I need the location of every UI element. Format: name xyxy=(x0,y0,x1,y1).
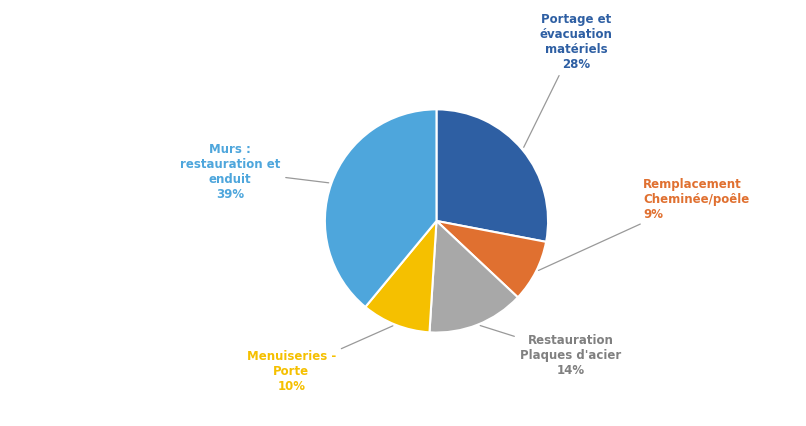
Text: Portage et
évacuation
matériels
28%: Portage et évacuation matériels 28% xyxy=(524,13,613,148)
Wedge shape xyxy=(437,222,546,298)
Text: Restauration
Plaques d'acier
14%: Restauration Plaques d'acier 14% xyxy=(480,326,621,376)
Wedge shape xyxy=(325,110,437,307)
Text: Remplacement
Cheminée/poêle
9%: Remplacement Cheminée/poêle 9% xyxy=(538,178,750,271)
Wedge shape xyxy=(437,110,548,242)
Wedge shape xyxy=(430,222,517,333)
Text: Menuiseries -
Porte
10%: Menuiseries - Porte 10% xyxy=(247,326,393,392)
Wedge shape xyxy=(365,222,437,333)
Text: Murs :
restauration et
enduit
39%: Murs : restauration et enduit 39% xyxy=(180,142,329,200)
